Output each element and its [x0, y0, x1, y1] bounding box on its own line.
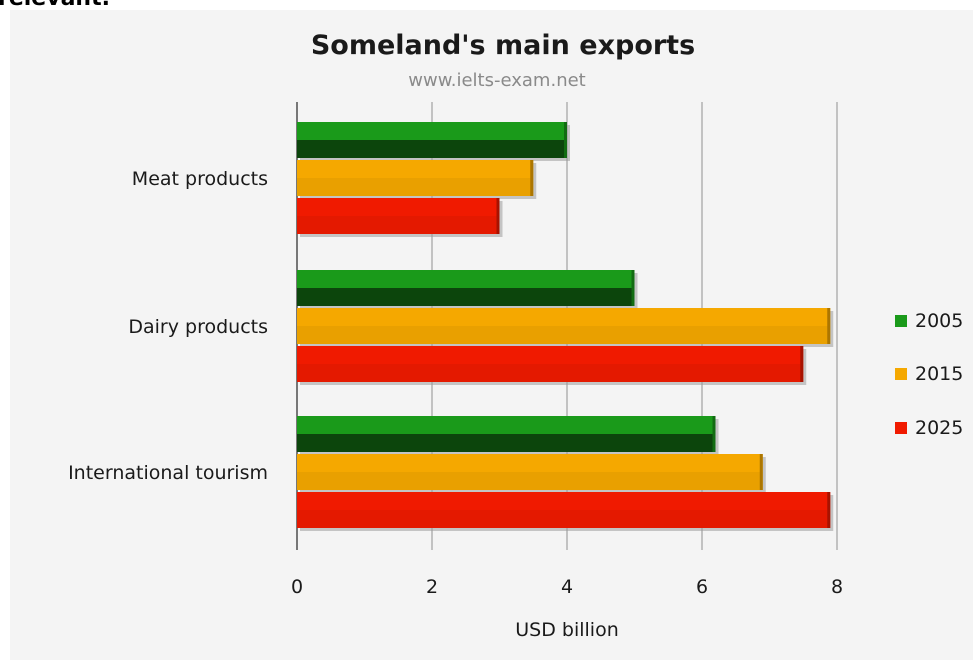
chart-title: Someland's main exports — [311, 30, 695, 61]
category-label: Dairy products — [128, 316, 268, 338]
legend-swatch — [895, 422, 907, 434]
legend-item: 2015 — [895, 363, 963, 385]
bar — [297, 346, 807, 385]
x-tick-label: 4 — [561, 576, 573, 598]
bar — [297, 122, 570, 161]
x-tick-labels: 0 2 4 6 8 — [291, 576, 843, 598]
chart-panel: Someland's main exports www.ielts-exam.n… — [10, 10, 973, 660]
legend-item: 2005 — [895, 310, 963, 332]
bar — [297, 492, 834, 531]
x-tick-label: 2 — [426, 576, 438, 598]
x-tick-label: 0 — [291, 576, 303, 598]
cutoff-heading: relevant. — [0, 0, 110, 12]
legend: 2005 2015 2025 — [895, 310, 963, 439]
category-label: Meat products — [132, 168, 268, 190]
x-tick-label: 6 — [696, 576, 708, 598]
legend-label: 2025 — [915, 417, 963, 439]
bar — [297, 270, 638, 309]
legend-item: 2025 — [895, 417, 963, 439]
bar — [297, 416, 719, 455]
bar — [297, 198, 503, 237]
legend-swatch — [895, 315, 907, 327]
legend-label: 2015 — [915, 363, 963, 385]
x-tick-label: 8 — [831, 576, 843, 598]
x-axis-title: USD billion — [515, 619, 618, 641]
legend-swatch — [895, 368, 907, 380]
legend-label: 2005 — [915, 310, 963, 332]
bar — [297, 308, 834, 347]
category-labels: Meat products Dairy products International… — [68, 168, 268, 484]
bar — [297, 160, 537, 199]
category-label: International tourism — [68, 462, 268, 484]
chart: Someland's main exports www.ielts-exam.n… — [68, 30, 963, 641]
chart-subtitle: www.ielts-exam.net — [408, 70, 585, 91]
bars — [297, 122, 834, 531]
bar — [297, 454, 766, 493]
